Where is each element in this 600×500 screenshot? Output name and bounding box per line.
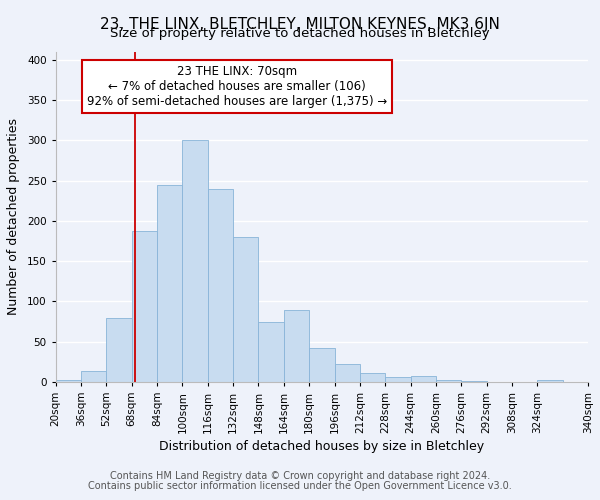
Bar: [81, 370, 106, 382]
Text: 23, THE LINX, BLETCHLEY, MILTON KEYNES, MK3 6JN: 23, THE LINX, BLETCHLEY, MILTON KEYNES, …: [100, 18, 500, 32]
Bar: [309, 348, 335, 382]
Bar: [132, 230, 157, 382]
Bar: [284, 310, 309, 382]
Text: 23 THE LINX: 70sqm
← 7% of detached houses are smaller (106)
92% of semi-detache: 23 THE LINX: 70sqm ← 7% of detached hous…: [86, 65, 387, 108]
Text: Contains HM Land Registry data © Crown copyright and database right 2024.: Contains HM Land Registry data © Crown c…: [110, 471, 490, 481]
Text: Size of property relative to detached houses in Bletchley: Size of property relative to detached ho…: [110, 28, 490, 40]
Bar: [56, 380, 81, 382]
X-axis label: Distribution of detached houses by size in Bletchley: Distribution of detached houses by size …: [159, 440, 484, 453]
Bar: [461, 381, 487, 382]
Bar: [360, 373, 385, 382]
Bar: [385, 377, 410, 382]
Y-axis label: Number of detached properties: Number of detached properties: [7, 118, 20, 316]
Bar: [436, 380, 461, 382]
Bar: [106, 318, 132, 382]
Bar: [157, 185, 182, 382]
Bar: [259, 322, 284, 382]
Bar: [182, 140, 208, 382]
Bar: [410, 376, 436, 382]
Bar: [538, 380, 563, 382]
Bar: [335, 364, 360, 382]
Text: Contains public sector information licensed under the Open Government Licence v3: Contains public sector information licen…: [88, 481, 512, 491]
Bar: [208, 189, 233, 382]
Bar: [233, 237, 259, 382]
